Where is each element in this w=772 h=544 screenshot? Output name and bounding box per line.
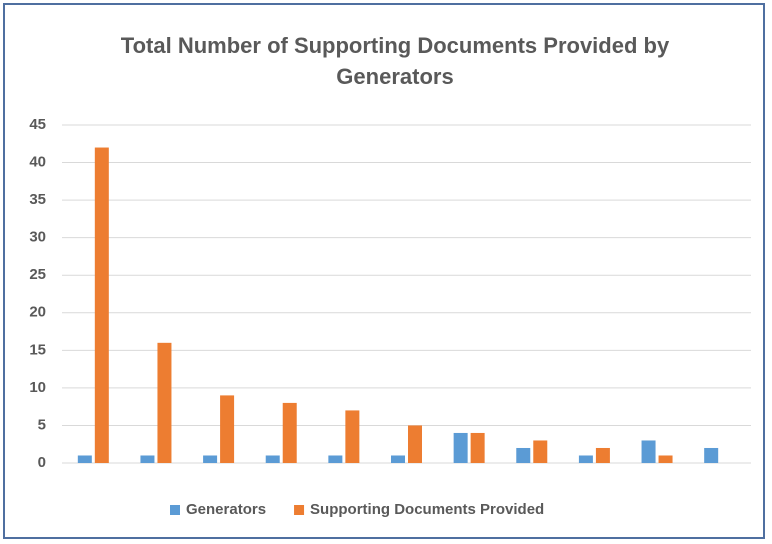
y-tick-label: 45: [29, 116, 46, 133]
y-tick-label: 35: [29, 191, 46, 208]
bar: [94, 147, 109, 464]
chart-border: [3, 3, 765, 539]
chart-title: Total Number of Supporting Documents Pro…: [120, 33, 670, 89]
bar: [533, 440, 548, 463]
bar: [203, 455, 218, 463]
bar: [470, 432, 485, 463]
y-tick-label: 0: [38, 454, 46, 471]
legend-swatch: [170, 505, 180, 515]
y-tick-label: 20: [29, 304, 46, 321]
bar: [345, 410, 360, 463]
bar: [282, 402, 297, 463]
y-tick-label: 40: [29, 154, 46, 171]
bar: [157, 342, 172, 463]
bar: [220, 395, 235, 463]
bar: [391, 455, 405, 463]
y-tick-label: 30: [29, 229, 46, 246]
y-tick-label: 5: [38, 416, 46, 433]
bar: [408, 425, 422, 463]
bar: [328, 455, 343, 463]
bar: [516, 447, 531, 463]
bar: [140, 455, 155, 463]
legend-swatch: [294, 505, 305, 515]
bar: [453, 432, 468, 463]
bar: [77, 455, 92, 463]
bar: [265, 455, 280, 463]
y-tick-label: 10: [29, 379, 46, 396]
y-tick-label: 25: [29, 266, 46, 283]
bar: [578, 455, 593, 463]
legend-label: Supporting Documents Provided: [310, 501, 544, 518]
bar: [595, 447, 610, 463]
bar: [704, 447, 719, 463]
bar: [658, 455, 673, 463]
bar: [641, 440, 656, 463]
legend-label: Generators: [186, 501, 266, 518]
y-tick-label: 15: [29, 341, 46, 358]
